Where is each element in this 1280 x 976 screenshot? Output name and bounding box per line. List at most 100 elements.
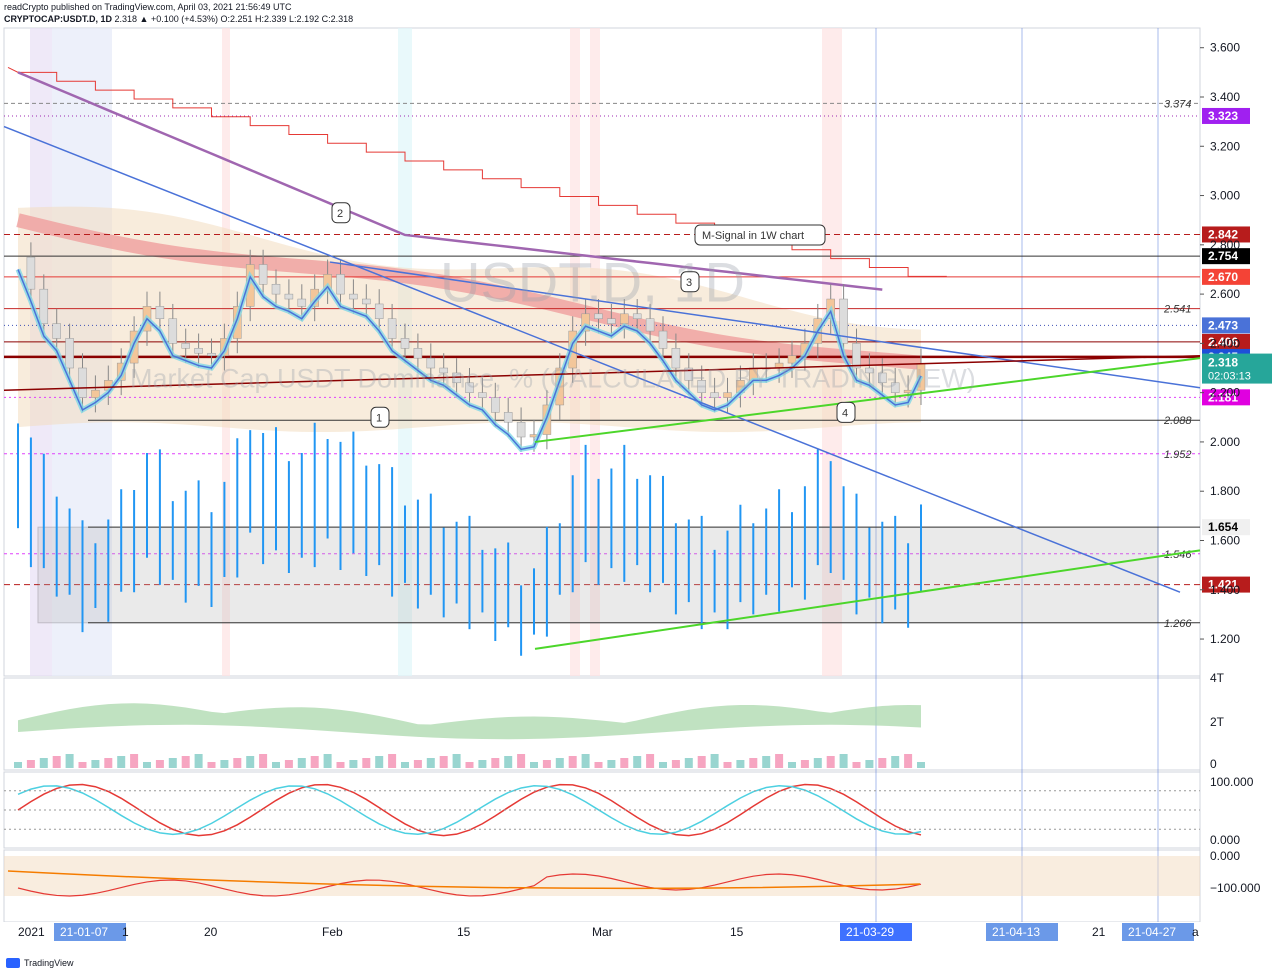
price-tag-label: 2.181 — [1208, 390, 1238, 404]
candle-body — [349, 293, 358, 300]
volume-bar — [607, 760, 616, 768]
candle-body — [878, 372, 887, 384]
current-price-tag — [1202, 353, 1272, 384]
volume-bar — [143, 762, 151, 768]
volume-bar — [839, 754, 848, 768]
candle-body — [207, 352, 216, 356]
volume-bar — [259, 754, 268, 768]
volume-bar — [555, 758, 564, 768]
y-tick-label: 3.600 — [1210, 41, 1240, 55]
annotation-box — [836, 401, 856, 423]
x-tick-label: 21-04-13 — [992, 925, 1040, 939]
candle-body — [465, 382, 474, 393]
x-tick-label: 21 — [1092, 925, 1106, 939]
time-label-highlight — [986, 923, 1058, 941]
volume-bar — [246, 756, 255, 768]
level-label: 3.374 — [1164, 98, 1192, 110]
volume-bar — [168, 758, 177, 768]
volume-bar — [723, 762, 732, 768]
candle-body — [594, 313, 603, 319]
volume-bar — [91, 760, 100, 768]
candle-body — [697, 380, 706, 393]
volume-bar — [904, 754, 913, 768]
oscillator-pane[interactable] — [4, 783, 1200, 837]
time-label-highlight — [840, 923, 912, 941]
annotation-box — [331, 202, 351, 224]
y-tick-label: 3.200 — [1210, 139, 1240, 153]
brand-label: TradingView — [24, 958, 74, 968]
annotation-box — [694, 224, 826, 246]
candle-body — [645, 318, 655, 332]
x-tick-label: 21-01-07 — [60, 925, 108, 939]
volume-bar — [52, 756, 61, 768]
x-tick-label: 20 — [204, 925, 218, 939]
trendline-red — [3, 354, 1201, 391]
candle-body — [671, 348, 681, 369]
candle-body — [710, 392, 719, 398]
price-axis[interactable]: 3.3232.8422.7542.6702.4732.4062.3452.318… — [1200, 41, 1272, 895]
price-tag-label: 1.421 — [1208, 578, 1238, 592]
volume-bar — [284, 760, 293, 768]
volume-bar — [762, 756, 771, 768]
time-axis-bg — [0, 922, 1280, 944]
volume-bar — [710, 754, 719, 768]
volume-bar — [388, 754, 397, 768]
axis-bg — [1200, 28, 1276, 922]
volume-bar — [104, 758, 113, 768]
pane3-tick: 0.000 — [1210, 849, 1240, 863]
price-tag-label: 1.654 — [1208, 520, 1238, 534]
chart-header: readCrypto published on TradingView.com,… — [0, 0, 1280, 26]
candle-body — [155, 306, 165, 319]
volume-bar — [413, 760, 422, 768]
tradingview-logo-icon — [6, 958, 20, 968]
volume-bar — [788, 762, 796, 768]
momentum-pane[interactable] — [4, 856, 1200, 897]
volume-bar — [491, 758, 500, 768]
volume-bar — [375, 756, 384, 768]
volume-indicator-pane[interactable] — [14, 703, 925, 768]
annotation-box — [680, 271, 700, 293]
candle-body — [65, 338, 74, 369]
volume-bar — [697, 756, 706, 768]
trendline-resistance — [329, 261, 1201, 389]
candle-body — [478, 392, 487, 398]
y-tick-label: 1.400 — [1210, 583, 1240, 597]
annotation-wave-1: 1 — [376, 412, 382, 424]
volume-bar — [39, 758, 48, 768]
candle-body — [336, 274, 345, 295]
volume-bar — [426, 758, 435, 768]
candle-body — [658, 330, 668, 349]
x-tick-label: 2021 — [18, 925, 45, 939]
volume-bar — [117, 756, 126, 768]
pane2-tick: 100.000 — [1210, 775, 1254, 789]
price-tag-label: 2.754 — [1208, 249, 1238, 263]
volume-bar — [452, 754, 461, 768]
candle-body — [426, 357, 436, 369]
volume-bar — [891, 756, 900, 768]
candle-body — [581, 313, 590, 332]
time-axis[interactable]: 2021 21-01-07 1 20 Feb 15 Mar 15 21-03-29 21-04-1… — [0, 922, 1280, 944]
volume-bar — [852, 762, 861, 768]
candle-body — [374, 303, 384, 319]
y-tick-label: 1.800 — [1210, 484, 1240, 498]
candle-body — [400, 338, 410, 349]
volume-bar — [633, 756, 642, 768]
price-tag — [1202, 389, 1250, 406]
trendline-green-upper — [534, 357, 1201, 443]
pane1-tick: 0 — [1210, 757, 1217, 771]
annotation-wave-2: 2 — [337, 208, 343, 220]
signal-core — [17, 269, 922, 451]
price-tag-label: 2.473 — [1208, 318, 1238, 332]
volume-bar — [401, 762, 409, 768]
candle-body — [839, 298, 848, 344]
candle-body — [194, 348, 203, 354]
price-tag-label: 2.406 — [1208, 335, 1238, 349]
level-label: 2.541 — [1163, 304, 1192, 316]
annotation-wave-4: 4 — [842, 407, 848, 419]
symbol-label: CRYPTOCAP:USDT.D, 1D — [4, 14, 113, 24]
volume-bar — [220, 760, 229, 768]
ema-ribbon — [16, 213, 922, 370]
candle-body — [168, 318, 178, 344]
